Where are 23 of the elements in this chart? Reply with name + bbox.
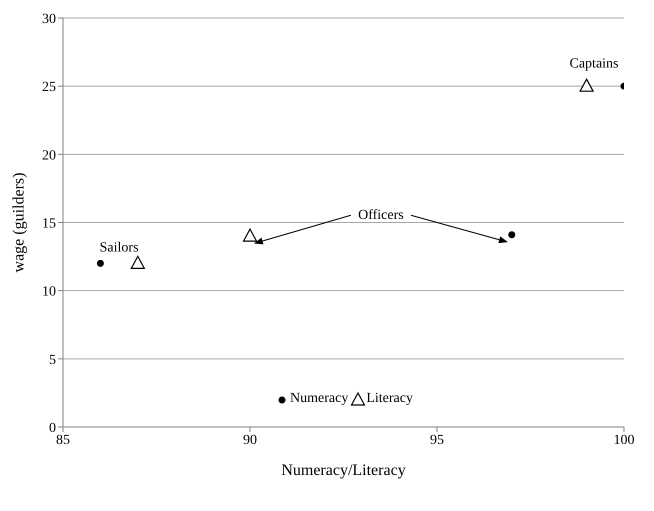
y-tick-label: 25 (42, 80, 56, 96)
point (130, 256, 145, 269)
y-tick-label: 10 (42, 284, 56, 300)
annotation: Sailors (100, 240, 139, 256)
x-tick-label: 100 (614, 432, 634, 448)
y-tick-label: 20 (42, 148, 56, 164)
y-axis-title: wage (guilders) (10, 172, 28, 272)
y-tick-label: 0 (49, 420, 56, 436)
point (580, 78, 594, 92)
annotation: Officers (358, 208, 404, 223)
x-tick-label: 90 (243, 432, 257, 448)
x-tick-label: 85 (56, 432, 70, 448)
y-tick-label: 15 (42, 216, 56, 232)
x-axis-title: Numeracy/Literacy (281, 462, 406, 479)
y-tick-label: 5 (49, 352, 56, 368)
point (508, 231, 516, 238)
point (242, 228, 258, 242)
annotation: Captains (570, 56, 618, 72)
legend-label: Literacy (366, 391, 413, 407)
legend-label: Numeracy (290, 391, 348, 407)
y-tick-label: 30 (42, 12, 56, 27)
x-tick-label: 95 (430, 432, 444, 448)
point (96, 260, 104, 267)
